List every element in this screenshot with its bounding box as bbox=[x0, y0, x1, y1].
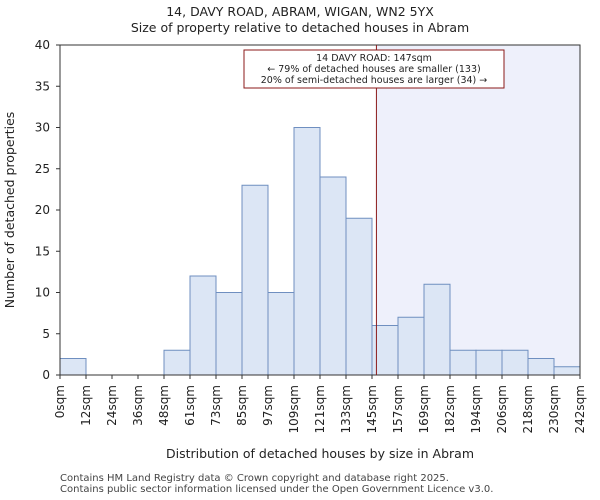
x-tick-label: 36sqm bbox=[131, 385, 145, 426]
x-tick-label: 12sqm bbox=[79, 385, 93, 426]
y-tick-label: 0 bbox=[42, 368, 50, 382]
footer-line-1: Contains HM Land Registry data © Crown c… bbox=[60, 473, 449, 484]
histogram-bar bbox=[345, 217, 373, 376]
x-tick-label: 157sqm bbox=[391, 385, 405, 433]
histogram-bar bbox=[475, 349, 503, 376]
y-tick-label: 35 bbox=[35, 79, 50, 93]
x-tick-label: 0sqm bbox=[53, 385, 67, 418]
histogram-bar bbox=[215, 292, 243, 376]
x-tick-label: 206sqm bbox=[495, 385, 509, 433]
histogram-bar bbox=[527, 358, 555, 376]
y-tick-label: 15 bbox=[35, 244, 50, 258]
x-tick-label: 121sqm bbox=[313, 385, 327, 433]
histogram-bar bbox=[59, 358, 87, 376]
y-tick-label: 5 bbox=[42, 327, 50, 341]
histogram-bar bbox=[501, 349, 529, 376]
chart-title: 14, DAVY ROAD, ABRAM, WIGAN, WN2 5YX bbox=[166, 4, 434, 19]
x-axis-label: Distribution of detached houses by size … bbox=[166, 446, 474, 461]
histogram-bar bbox=[189, 275, 217, 376]
histogram-bar bbox=[371, 325, 399, 376]
histogram-bar bbox=[423, 283, 451, 376]
y-tick-label: 10 bbox=[35, 286, 50, 300]
annotation-line-2: ← 79% of detached houses are smaller (13… bbox=[267, 64, 480, 75]
footer-line-2: Contains public sector information licen… bbox=[60, 484, 494, 495]
x-tick-label: 182sqm bbox=[443, 385, 457, 433]
histogram-bar bbox=[163, 349, 191, 376]
x-tick-label: 109sqm bbox=[287, 385, 301, 433]
x-tick-label: 230sqm bbox=[547, 385, 561, 433]
y-tick-label: 30 bbox=[35, 121, 50, 135]
x-tick-label: 145sqm bbox=[365, 385, 379, 433]
x-tick-label: 133sqm bbox=[339, 385, 353, 433]
annotation-line-1: 14 DAVY ROAD: 147sqm bbox=[316, 53, 432, 64]
x-tick-label: 85sqm bbox=[235, 385, 249, 426]
histogram-bar bbox=[397, 316, 425, 376]
annotation-line-3: 20% of semi-detached houses are larger (… bbox=[261, 75, 488, 86]
y-tick-label: 20 bbox=[35, 203, 50, 217]
y-tick-label: 40 bbox=[35, 38, 50, 52]
histogram-bar bbox=[293, 127, 321, 376]
x-tick-label: 24sqm bbox=[105, 385, 119, 426]
x-tick-label: 194sqm bbox=[469, 385, 483, 433]
x-tick-label: 169sqm bbox=[417, 385, 431, 433]
x-tick-label: 61sqm bbox=[183, 385, 197, 426]
histogram-bar bbox=[267, 292, 295, 376]
x-tick-label: 242sqm bbox=[573, 385, 587, 433]
histogram-bar bbox=[241, 184, 269, 376]
y-tick-label: 25 bbox=[35, 162, 50, 176]
x-tick-label: 218sqm bbox=[521, 385, 535, 433]
y-axis-label: Number of detached properties bbox=[2, 112, 17, 309]
histogram-bar bbox=[449, 349, 477, 376]
histogram-bar bbox=[553, 366, 581, 376]
histogram-bar bbox=[319, 176, 347, 376]
x-tick-label: 73sqm bbox=[209, 385, 223, 426]
x-tick-label: 48sqm bbox=[157, 385, 171, 426]
annotation-box bbox=[243, 49, 505, 89]
chart-subtitle: Size of property relative to detached ho… bbox=[130, 20, 470, 35]
x-tick-label: 97sqm bbox=[261, 385, 275, 426]
